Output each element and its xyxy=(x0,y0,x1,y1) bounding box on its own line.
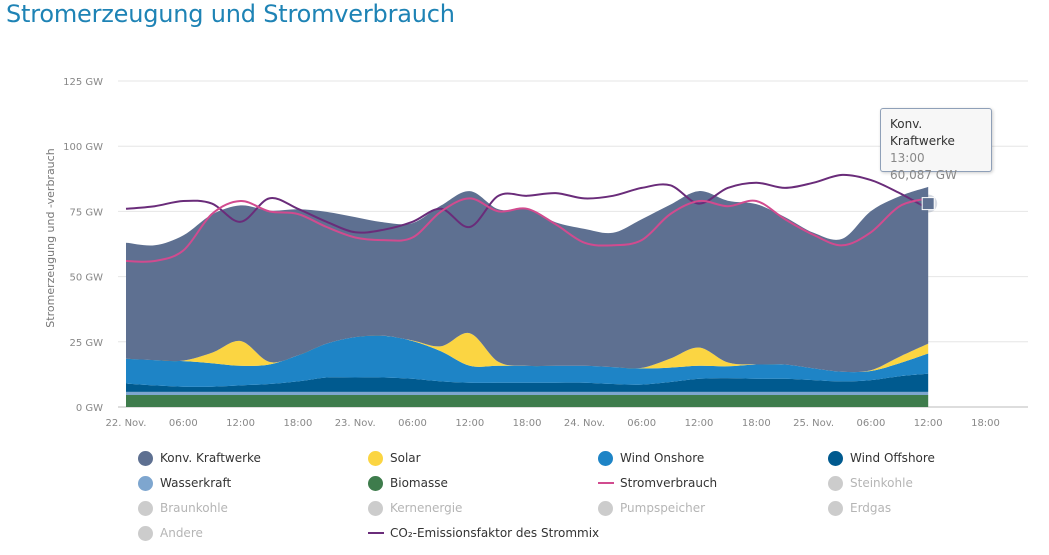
x-tick-label: 12:00 xyxy=(226,418,255,429)
overlay-lines xyxy=(125,173,929,263)
x-tick-label: 25. Nov. xyxy=(793,418,834,429)
x-tick-label: 12:00 xyxy=(685,418,714,429)
y-tick-label: 0 GW xyxy=(76,403,103,414)
legend-item-kernenergie[interactable]: Kernenergie xyxy=(368,497,462,519)
legend-dot-icon xyxy=(138,475,153,491)
legend-item-braunkohle[interactable]: Braunkohle xyxy=(138,497,228,519)
legend-item-stromverbrauch[interactable]: Stromverbrauch xyxy=(598,472,717,494)
area-wind_onshore xyxy=(126,335,929,387)
legend-item-steinkohle[interactable]: Steinkohle xyxy=(828,472,913,494)
legend-label: Andere xyxy=(160,526,203,540)
x-tick-label: 22. Nov. xyxy=(105,418,146,429)
legend-item-wind-onshore[interactable]: Wind Onshore xyxy=(598,447,704,469)
legend-dot-icon xyxy=(368,500,383,516)
legend-label: Erdgas xyxy=(850,501,892,515)
chart-legend: Konv. Kraftwerke Solar Wind Onshore Wind Of… xyxy=(0,442,1049,552)
y-tick-label: 100 GW xyxy=(63,142,103,153)
page-title: Stromerzeugung und Stromverbrauch xyxy=(6,0,455,28)
x-tick-label: 23. Nov. xyxy=(335,418,376,429)
y-axis-ticks: 0 GW 25 GW 50 GW 75 GW 100 GW 125 GW xyxy=(63,77,103,414)
x-tick-label: 06:00 xyxy=(627,418,656,429)
x-tick-label: 06:00 xyxy=(169,418,198,429)
legend-dot-icon xyxy=(828,450,843,466)
legend-label: Solar xyxy=(390,451,421,465)
legend-dot-icon xyxy=(368,450,383,466)
area-wasserkraft xyxy=(126,391,929,396)
y-tick-label: 75 GW xyxy=(69,207,103,218)
x-tick-label: 06:00 xyxy=(398,418,427,429)
legend-dot-icon xyxy=(138,500,153,516)
legend-item-andere[interactable]: Andere xyxy=(138,522,203,544)
legend-label: Stromverbrauch xyxy=(620,476,718,490)
y-axis-label: Stromerzeugung und -verbrauch xyxy=(44,148,57,327)
chart-area: 0 GW 25 GW 50 GW 75 GW 100 GW 125 GW 22. Nov.… xyxy=(44,77,1028,429)
hover-marker xyxy=(919,194,938,213)
legend-label: Wasserkraft xyxy=(160,476,232,490)
legend-label: Steinkohle xyxy=(850,476,913,490)
hover-point xyxy=(921,197,935,211)
legend-item-solar[interactable]: Solar xyxy=(368,447,421,469)
x-tick-label: 18:00 xyxy=(513,418,542,429)
area-wind_offshore xyxy=(126,373,929,392)
stacked-areas xyxy=(126,186,929,407)
legend-label: Kernenergie xyxy=(390,501,463,515)
legend-label: Pumpspeicher xyxy=(620,501,706,515)
legend-dot-icon xyxy=(368,475,383,491)
x-tick-label: 18:00 xyxy=(971,418,1000,429)
legend-dot-icon xyxy=(828,475,843,491)
y-tick-label: 50 GW xyxy=(69,273,103,284)
legend-item-pumpspeicher[interactable]: Pumpspeicher xyxy=(598,497,705,519)
y-tick-label: 25 GW xyxy=(69,338,103,349)
tooltip-time: 13:00 xyxy=(890,151,925,165)
legend-dot-icon xyxy=(138,450,153,466)
legend-item-wasserkraft[interactable]: Wasserkraft xyxy=(138,472,231,494)
legend-dot-icon xyxy=(598,450,613,466)
legend-label: CO₂-Emissionsfaktor des Strommix xyxy=(390,526,600,540)
legend-label: Braunkohle xyxy=(160,501,228,515)
line-stromverbrauch xyxy=(125,197,929,263)
legend-item-konv-kraftwerke[interactable]: Konv. Kraftwerke xyxy=(138,447,261,469)
legend-item-erdgas[interactable]: Erdgas xyxy=(828,497,891,519)
legend-item-biomasse[interactable]: Biomasse xyxy=(368,472,448,494)
line-co2 xyxy=(125,173,929,234)
legend-label: Wind Offshore xyxy=(850,451,935,465)
area-biomasse xyxy=(126,395,929,407)
legend-item-wind-offshore[interactable]: Wind Offshore xyxy=(828,447,935,469)
tooltip-value: 60,087 GW xyxy=(890,168,957,182)
legend-label: Biomasse xyxy=(390,476,448,490)
x-tick-label: 06:00 xyxy=(856,418,885,429)
x-axis-ticks: 22. Nov. 06:00 12:00 18:00 23. Nov. 06:00 12:0… xyxy=(105,418,999,429)
x-tick-label: 24. Nov. xyxy=(564,418,605,429)
x-tick-label: 12:00 xyxy=(455,418,484,429)
x-tick-label: 18:00 xyxy=(742,418,771,429)
legend-dot-icon xyxy=(598,500,613,516)
legend-label: Konv. Kraftwerke xyxy=(160,451,261,465)
area-konv xyxy=(126,186,929,373)
legend-dot-icon xyxy=(138,525,153,541)
legend-dot-icon xyxy=(828,500,843,516)
x-tick-label: 12:00 xyxy=(914,418,943,429)
legend-line-icon xyxy=(368,532,384,534)
legend-label: Wind Onshore xyxy=(620,451,705,465)
tooltip-series: Konv. Kraftwerke xyxy=(890,117,955,148)
legend-item-co-emissionsfaktor-des-strommix[interactable]: CO₂-Emissionsfaktor des Strommix xyxy=(368,522,599,544)
y-tick-label: 125 GW xyxy=(63,77,103,88)
chart-tooltip: Konv. Kraftwerke 13:00 60,087 GW xyxy=(880,108,992,182)
x-tick-label: 18:00 xyxy=(283,418,312,429)
legend-line-icon xyxy=(598,482,614,484)
